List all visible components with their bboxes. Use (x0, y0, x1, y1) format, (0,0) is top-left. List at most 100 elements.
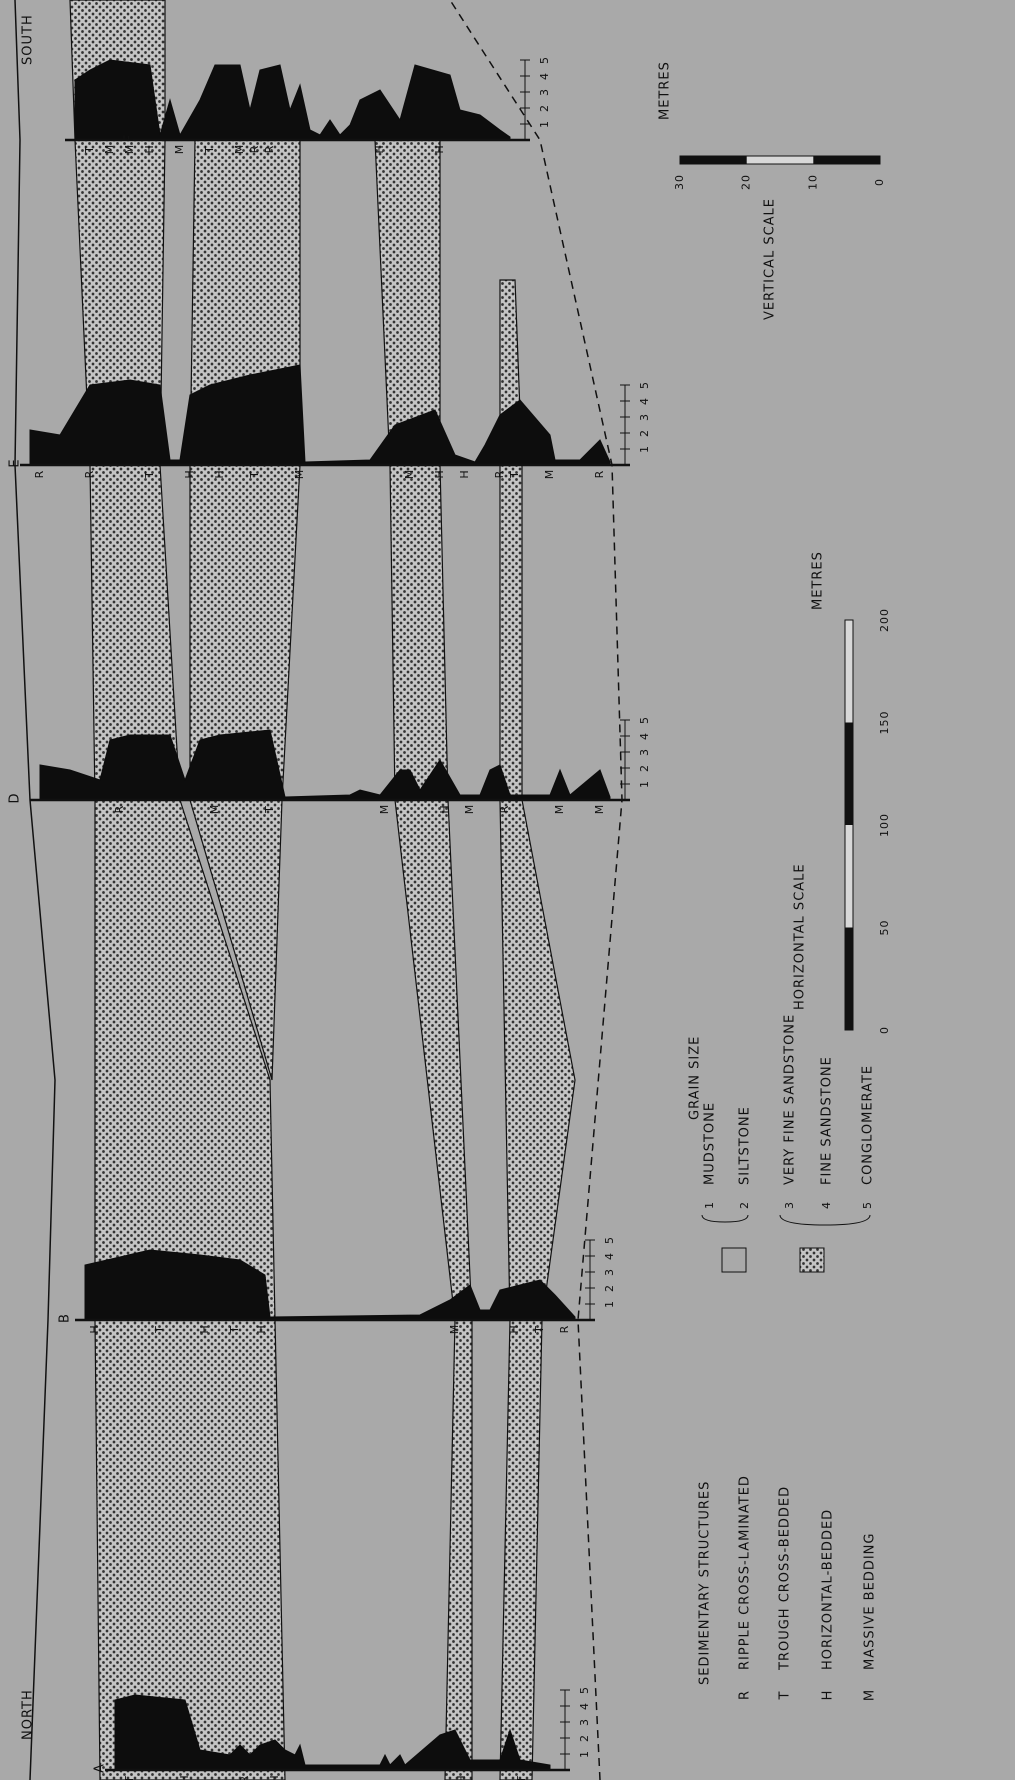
structure-code: M (293, 469, 306, 480)
structure-code: H (198, 1324, 211, 1333)
structure-code: H (455, 1774, 468, 1780)
grain-size-log (115, 1695, 550, 1770)
legend-code: 4 (820, 1201, 833, 1209)
grain-tick-label: 3 (638, 748, 651, 756)
legend-code: 3 (783, 1201, 796, 1209)
sandstone-body (500, 280, 575, 1780)
scale-tick-label: 10 (806, 174, 819, 190)
legend-text: TROUGH CROSS-BEDDED (778, 1486, 793, 1671)
grain-tick-label: 2 (578, 1734, 591, 1742)
structure-code: M (543, 469, 556, 480)
legend-text: MASSIVE BEDDING (863, 1533, 878, 1670)
structure-code: H (268, 1774, 281, 1780)
scale-tick-label: 150 (878, 711, 891, 735)
structure-code: M (463, 804, 476, 815)
scale-unit: METRES (658, 61, 673, 120)
structure-code: R (238, 1775, 251, 1780)
grain-tick-label: 1 (638, 780, 651, 788)
scale-tick-label: 50 (878, 920, 891, 936)
structure-code: M (123, 144, 136, 155)
structure-code: H (183, 469, 196, 478)
structure-code: R (593, 470, 606, 479)
structure-code: T (515, 1775, 528, 1780)
structure-code: H (143, 144, 156, 153)
grain-size-log (85, 1250, 575, 1320)
scale-bar-segment (680, 156, 747, 164)
legend-title: GRAIN SIZE (688, 1036, 703, 1120)
grain-tick-label: 5 (578, 1686, 591, 1694)
cross-section: A12345THRHHTB12345HTHTHMHTRD12345RMTMHMR… (0, 0, 1015, 1780)
grain-tick-label: 1 (638, 445, 651, 453)
sandstone-body (375, 140, 472, 1780)
legend-brace (702, 1215, 870, 1225)
structure-code: H (88, 1324, 101, 1333)
scale-tick-label: 30 (673, 174, 686, 190)
grain-tick-label: 2 (638, 764, 651, 772)
legend-text: HORIZONTAL-BEDDED (821, 1509, 836, 1670)
grain-tick-label: 4 (538, 72, 551, 80)
legend-text: SILTSTONE (738, 1106, 753, 1185)
scale-unit: METRES (811, 551, 826, 610)
legend-code: R (738, 1690, 753, 1700)
structure-code: M (233, 144, 246, 155)
scale-tick-label: 200 (878, 608, 891, 632)
grain-tick-label: 1 (578, 1750, 591, 1758)
structure-code: M (378, 804, 391, 815)
south-label: SOUTH (21, 14, 36, 65)
grain-tick-label: 4 (638, 732, 651, 740)
column-label: B (58, 1313, 73, 1323)
grain-tick-label: 5 (538, 56, 551, 64)
structure-code: T (263, 805, 276, 814)
structure-code: T (203, 145, 216, 154)
legend-text: VERY FINE SANDSTONE (783, 1014, 798, 1185)
structure-code: H (508, 1324, 521, 1333)
scale-tick-label: 0 (878, 1026, 891, 1034)
structure-code: R (493, 470, 506, 479)
north-label: NORTH (21, 1689, 36, 1740)
structure-code: T (143, 470, 156, 479)
structure-code: H (438, 804, 451, 813)
top-boundary (15, 0, 55, 1780)
grain-tick-label: 3 (603, 1268, 616, 1276)
grain-tick-label: 4 (603, 1252, 616, 1260)
structure-code: T (153, 1325, 166, 1334)
grain-size-log (40, 730, 610, 800)
grain-tick-label: 2 (538, 104, 551, 112)
scale-bar-segment (845, 928, 853, 1031)
structure-code: M (103, 144, 116, 155)
structure-code: T (83, 145, 96, 154)
legend-code: 1 (703, 1201, 716, 1209)
scale-bar-segment (845, 723, 853, 826)
grain-tick-label: 3 (638, 413, 651, 421)
scale-tick-label: 100 (878, 813, 891, 837)
grain-tick-label: 5 (638, 381, 651, 389)
structure-code: M (448, 1324, 461, 1335)
legend-title: SEDIMENTARY STRUCTURES (698, 1481, 713, 1685)
legend-code: T (778, 1691, 793, 1701)
scale-title: VERTICAL SCALE (763, 198, 778, 320)
structure-code: M (173, 144, 186, 155)
structure-code: R (33, 470, 46, 479)
structure-code: R (558, 1325, 571, 1334)
structure-code: M (553, 804, 566, 815)
structure-code: R (498, 805, 511, 814)
legend-swatch-mud (722, 1248, 746, 1272)
legend-code: M (863, 1689, 878, 1701)
column-label: F (123, 134, 138, 142)
grain-tick-label: 5 (603, 1236, 616, 1244)
legend-swatch-sand (800, 1248, 824, 1272)
structure-code: T (508, 470, 521, 479)
grain-tick-label: 5 (638, 716, 651, 724)
legend-text: MUDSTONE (703, 1102, 718, 1185)
structure-code: H (458, 469, 471, 478)
structure-code: R (248, 145, 261, 154)
structure-code: T (533, 1325, 546, 1334)
structure-code: H (373, 144, 386, 153)
structure-code: M (208, 804, 221, 815)
scale-title: HORIZONTAL SCALE (793, 863, 808, 1010)
structure-code: R (113, 805, 126, 814)
grain-tick-label: 1 (603, 1300, 616, 1308)
grain-tick-label: 1 (538, 120, 551, 128)
structure-code: M (403, 469, 416, 480)
